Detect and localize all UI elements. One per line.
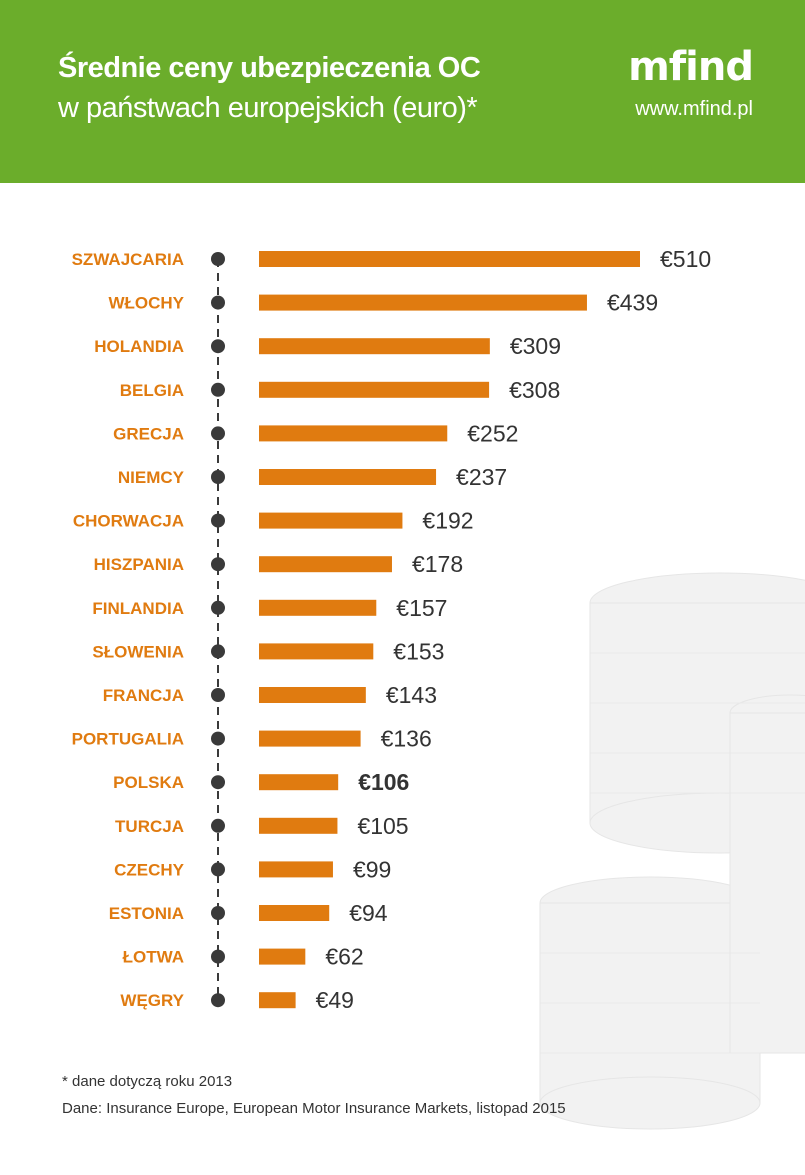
category-label: HISZPANIA bbox=[94, 555, 184, 574]
value-label: €94 bbox=[349, 900, 388, 926]
chart-subtitle: w państwach europejskich (euro)* bbox=[58, 92, 478, 124]
value-label: €157 bbox=[396, 595, 447, 621]
value-label: €510 bbox=[660, 246, 711, 272]
category-label: CHORWACJA bbox=[73, 512, 184, 531]
category-label: WĘGRY bbox=[120, 991, 184, 1010]
timeline-dot bbox=[211, 295, 225, 310]
category-label: FINLANDIA bbox=[92, 599, 184, 618]
category-label: ESTONIA bbox=[109, 904, 184, 923]
value-label: €49 bbox=[316, 987, 354, 1013]
timeline-dot bbox=[211, 644, 225, 659]
bar-chart: SZWAJCARIA €510 WŁOCHY €439 HOLANDIA €309 BELG… bbox=[72, 246, 712, 1013]
category-label: PORTUGALIA bbox=[72, 730, 184, 749]
timeline-dot bbox=[211, 426, 225, 441]
header-banner: Średnie ceny ubezpieczenia OC w państwac… bbox=[0, 0, 805, 183]
timeline-dot bbox=[211, 862, 225, 877]
website-url: www.mfind.pl bbox=[635, 98, 753, 120]
bar bbox=[259, 294, 587, 311]
category-label: ŁOTWA bbox=[123, 948, 184, 967]
timeline-dot bbox=[211, 513, 225, 528]
value-label: €143 bbox=[386, 682, 437, 708]
timeline-dot bbox=[211, 775, 225, 790]
bar bbox=[259, 730, 361, 747]
bar bbox=[259, 599, 377, 616]
value-label: €178 bbox=[412, 551, 463, 577]
value-label: €105 bbox=[357, 813, 408, 839]
footnote: * dane dotyczą roku 2013 bbox=[62, 1073, 233, 1090]
bar bbox=[259, 251, 640, 267]
bar bbox=[259, 425, 448, 442]
value-label: €153 bbox=[393, 638, 444, 664]
coins-background-decoration bbox=[539, 572, 805, 1130]
value-label: €136 bbox=[381, 726, 432, 752]
bar bbox=[259, 861, 333, 878]
value-label: €62 bbox=[325, 944, 363, 970]
value-label: €252 bbox=[467, 420, 518, 446]
value-label: €439 bbox=[607, 290, 658, 316]
timeline-dot bbox=[211, 470, 225, 484]
bar bbox=[259, 469, 437, 485]
category-label: HOLANDIA bbox=[94, 337, 184, 356]
timeline-dot bbox=[211, 731, 225, 746]
timeline-dot bbox=[211, 688, 225, 702]
category-label: WŁOCHY bbox=[108, 294, 184, 313]
category-label: SZWAJCARIA bbox=[72, 250, 184, 269]
value-label: €106 bbox=[358, 769, 409, 795]
timeline-dot bbox=[211, 818, 225, 833]
timeline-dot bbox=[211, 906, 225, 920]
bar bbox=[259, 338, 490, 355]
category-label: GRECJA bbox=[113, 424, 184, 443]
timeline-dot bbox=[211, 600, 225, 615]
category-label: BELGIA bbox=[120, 381, 184, 400]
value-label: €99 bbox=[353, 856, 391, 882]
value-label: €192 bbox=[422, 508, 473, 534]
timeline-dot bbox=[211, 339, 225, 354]
timeline-dot bbox=[211, 382, 225, 397]
bar bbox=[259, 512, 403, 529]
category-label: NIEMCY bbox=[118, 468, 185, 487]
value-label: €237 bbox=[456, 464, 507, 490]
timeline-dot bbox=[211, 949, 225, 964]
bar bbox=[259, 992, 296, 1009]
bar bbox=[259, 905, 330, 921]
bar bbox=[259, 948, 306, 965]
bar bbox=[259, 687, 366, 703]
bar bbox=[259, 817, 338, 834]
category-label: FRANCJA bbox=[103, 686, 184, 705]
chart-title: Średnie ceny ubezpieczenia OC bbox=[58, 52, 481, 84]
timeline-dot bbox=[211, 252, 225, 266]
bar bbox=[259, 774, 339, 791]
value-label: €308 bbox=[509, 377, 560, 403]
category-label: CZECHY bbox=[114, 860, 185, 879]
timeline-dot bbox=[211, 557, 225, 572]
bar bbox=[259, 381, 490, 398]
mfind-logo: mfind bbox=[628, 44, 754, 90]
category-label: POLSKA bbox=[113, 773, 184, 792]
source-note: Dane: Insurance Europe, European Motor I… bbox=[62, 1100, 566, 1117]
category-label: TURCJA bbox=[115, 817, 184, 836]
bar bbox=[259, 556, 392, 573]
bar bbox=[259, 643, 374, 660]
category-label: SŁOWENIA bbox=[92, 642, 184, 661]
timeline-dot bbox=[211, 993, 225, 1008]
value-label: €309 bbox=[510, 333, 561, 359]
